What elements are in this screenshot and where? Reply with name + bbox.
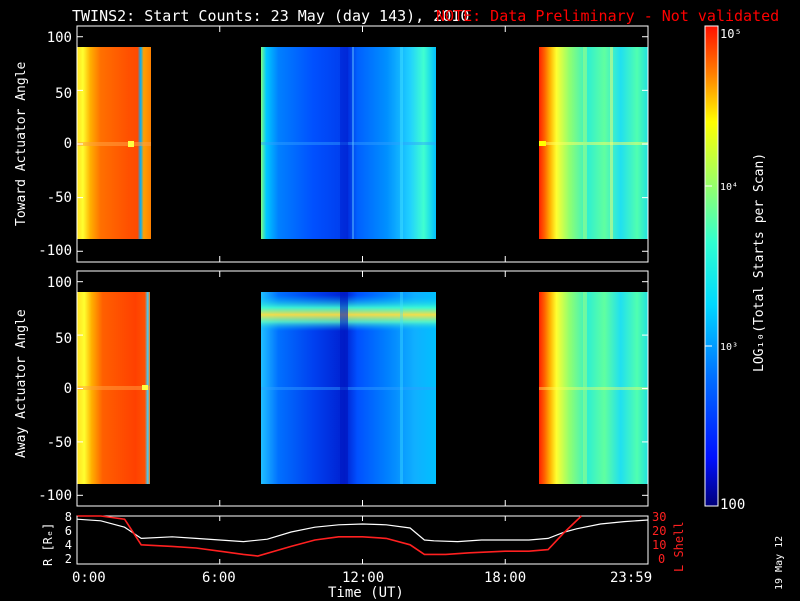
panel-away-ylabel: Away Actuator Angle: [14, 309, 29, 458]
x-axis-label: Time (UT): [328, 585, 404, 601]
zero-angle-stripe: [77, 142, 151, 146]
xtick-label: 18:00: [484, 570, 527, 586]
y2tick-label: 30: [652, 510, 667, 524]
colorbar-label: LOG₁₀(Total Starts per Scan): [752, 152, 767, 372]
colorbar-gradient: [705, 26, 718, 506]
ytick-label: 0: [63, 381, 72, 397]
ytick-label: 50: [55, 86, 72, 102]
xtick-label: 23:59: [610, 570, 653, 586]
ytick-label: 6: [64, 524, 72, 538]
ytick-label: -50: [46, 435, 72, 451]
ytick-label: 8: [64, 510, 72, 524]
y2tick-label: 20: [652, 524, 667, 538]
y2tick-label: 0: [658, 552, 666, 566]
colorbar-tick-label: 10³: [720, 342, 739, 353]
zero-angle-mark: [128, 141, 134, 147]
heatmap-segment: [539, 292, 648, 484]
heatmap-streak: [583, 292, 587, 484]
orbit-ylabel-right: L Shell: [672, 521, 686, 572]
panel-toward-ylabel: Toward Actuator Angle: [14, 61, 29, 226]
zero-angle-mark: [142, 385, 148, 390]
ytick-label: -50: [46, 190, 72, 206]
xtick-label: 6:00: [202, 570, 236, 586]
xtick-label: 0:00: [72, 570, 106, 586]
heatmap-streak: [340, 292, 348, 484]
ytick-label: -100: [38, 243, 72, 259]
colorbar-tick-label: 10⁵: [720, 27, 742, 41]
date-stamp: 19 May 12: [774, 535, 785, 590]
data-note: NOTE: Data Preliminary - Not validated: [436, 7, 780, 25]
zero-angle-mark: [539, 141, 546, 146]
heatmap-streak: [610, 47, 613, 239]
ytick-label: 2: [64, 552, 72, 566]
xtick-label: 12:00: [342, 570, 385, 586]
r-distance-line: [76, 518, 649, 543]
ytick-label: 0: [63, 136, 72, 152]
ytick-label: 100: [46, 275, 72, 291]
colorbar-tick-label: 100: [720, 497, 746, 513]
orbit-panel: [76, 515, 649, 565]
heatmap-streak: [583, 47, 587, 239]
heatmap-streak: [352, 47, 354, 239]
zero-angle-stripe: [539, 142, 648, 145]
ytick-label: 4: [64, 538, 72, 552]
ytick-label: 50: [55, 331, 72, 347]
zero-angle-stripe: [539, 387, 648, 390]
orbit-ylabel-left: R [Rₑ]: [41, 522, 55, 566]
chart-title: TWINS2: Start Counts: 23 May (day 143), …: [72, 7, 470, 25]
colorbar-tick-label: 10⁴: [720, 182, 739, 193]
axis-ticks: [76, 26, 649, 564]
orbit-panel-frame: [76, 515, 649, 565]
y2tick-label: 10: [652, 538, 667, 552]
heatmap-band: [261, 295, 436, 331]
zero-angle-stripe: [77, 386, 150, 390]
zero-angle-stripe: [261, 142, 436, 145]
lshell-line: [77, 515, 582, 557]
panel-away: [76, 270, 649, 507]
panel-toward: [76, 25, 649, 263]
colorbar: [704, 25, 719, 507]
heatmap-streak: [340, 47, 348, 239]
ytick-label: 100: [46, 30, 72, 46]
heatmap-segment: [261, 47, 436, 239]
colorbar-frame: [704, 25, 719, 507]
heatmap-streak: [400, 292, 403, 484]
ytick-label: -100: [38, 488, 72, 504]
heatmap-streak: [400, 47, 403, 239]
zero-angle-stripe: [261, 387, 436, 390]
